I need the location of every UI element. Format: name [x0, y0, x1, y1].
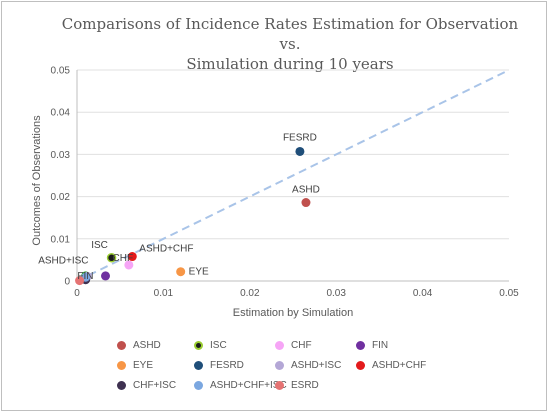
point-label-isc: ISC — [91, 240, 108, 251]
legend-label: ASHD — [133, 340, 161, 351]
point-labels: ASHD ISC EYE FESRD ASHD+ISC ASHD+CHF CHF FIN — [38, 132, 320, 281]
legend-item-isc: ISC — [194, 340, 227, 351]
point-label-ashd-chf: ASHD+CHF — [139, 244, 193, 255]
x-tick-label: 0 — [74, 288, 80, 299]
axes — [76, 70, 509, 282]
legend-item-fesrd: FESRD — [194, 360, 244, 371]
x-tick-label: 0.04 — [413, 288, 433, 299]
point-label-ashd: ASHD — [292, 185, 320, 196]
gridlines — [77, 69, 509, 240]
point-label-fesrd: FESRD — [283, 132, 317, 143]
legend-marker — [194, 381, 203, 390]
legend-marker — [275, 361, 284, 370]
point-ashd-chf — [127, 252, 137, 262]
legend-item-ashd: ASHD — [117, 340, 161, 351]
y-tick-label: 0.01 — [51, 234, 71, 245]
y-tick-labels: 0 0.01 0.02 0.03 0.04 0.05 — [51, 66, 71, 288]
legend-item-eye: EYE — [117, 360, 153, 371]
legend-marker — [194, 341, 203, 350]
y-tick-label: 0.03 — [51, 150, 71, 161]
legend-item-ashd-chf-isc: ASHD+CHF+ISC — [194, 380, 287, 391]
legend-label: FESRD — [210, 360, 244, 371]
x-tick-labels: 0 0.01 0.02 0.03 0.04 0.05 — [74, 288, 519, 299]
legend-label: ISC — [210, 340, 227, 351]
x-axis-title: Estimation by Simulation — [233, 307, 353, 319]
legend-item-fin: FIN — [356, 340, 388, 351]
legend-marker — [117, 381, 126, 390]
y-tick-label: 0.05 — [51, 66, 71, 77]
point-ashd — [301, 198, 311, 208]
legend-label: ASHD+ISC — [291, 360, 342, 371]
point-label-chf: CHF — [113, 253, 134, 264]
y-tick-label: 0.02 — [51, 192, 71, 203]
legend-item-chf-isc: CHF+ISC — [117, 380, 176, 391]
point-label-eye: EYE — [189, 267, 209, 278]
y-axis-title: Outcomes of Observations — [31, 115, 43, 246]
legend-label: ASHD+CHF+ISC — [210, 380, 287, 391]
legend-item-chf: CHF — [275, 340, 312, 351]
legend-label: CHF+ISC — [133, 380, 177, 391]
point-chf — [124, 260, 134, 270]
point-isc — [106, 253, 117, 263]
point-fin — [101, 271, 111, 281]
y-tick-label: 0 — [64, 277, 70, 288]
legend-marker — [117, 341, 126, 350]
legend-marker — [356, 361, 365, 370]
reference-diagonal-line — [76, 69, 510, 282]
legend-marker — [356, 341, 365, 350]
chart-title-line1: Comparisons of Incidence Rates Estimatio… — [61, 15, 519, 53]
legend-marker — [117, 361, 126, 370]
legend-label: FIN — [372, 340, 389, 351]
legend-marker — [275, 381, 284, 390]
chart-title-line2: Simulation during 10 years — [186, 55, 394, 73]
legend-item-ashd-isc: ASHD+ISC — [275, 360, 341, 371]
x-tick-label: 0.03 — [326, 288, 346, 299]
legend-label: CHF — [291, 340, 312, 351]
chart-title: Comparisons of Incidence Rates Estimatio… — [60, 14, 520, 74]
x-tick-label: 0.02 — [240, 288, 260, 299]
legend-marker — [275, 341, 284, 350]
point-eye — [176, 267, 186, 277]
legend-label: EYE — [133, 360, 154, 371]
point-label-fin: FIN — [77, 271, 93, 282]
data-points — [75, 146, 311, 286]
point-label-ashd-isc: ASHD+ISC — [38, 255, 88, 266]
y-tick-label: 0.04 — [51, 108, 71, 119]
point-fesrd — [295, 146, 305, 156]
legend-item-esrd: ESRD — [275, 380, 319, 391]
legend-label: ESRD — [291, 380, 319, 391]
legend-item-ashd-chf: ASHD+CHF — [356, 360, 426, 371]
legend-label: ASHD+CHF — [372, 360, 427, 371]
x-tick-label: 0.05 — [499, 288, 519, 299]
legend-marker — [194, 361, 203, 370]
x-tick-label: 0.01 — [154, 288, 174, 299]
point-esrd — [75, 276, 85, 286]
